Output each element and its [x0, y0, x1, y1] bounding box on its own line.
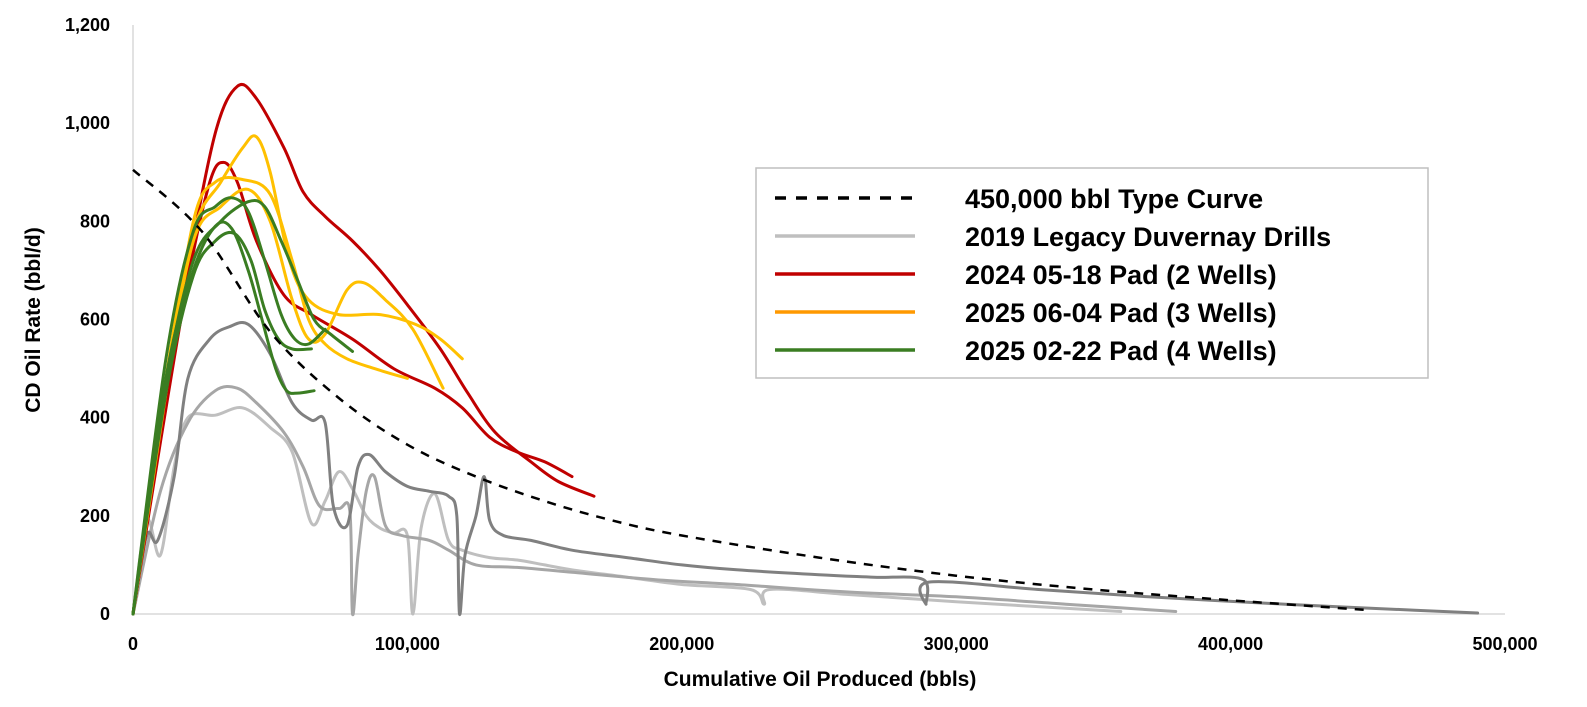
series-line-5 [131, 82, 596, 616]
series-layer [131, 82, 1480, 617]
series-line-6 [131, 175, 409, 616]
legend-label: 450,000 bbl Type Curve [965, 184, 1263, 214]
axes [132, 25, 1505, 615]
y-tick-label: 400 [80, 408, 110, 428]
y-tick-label: 0 [100, 604, 110, 624]
x-axis-title: Cumulative Oil Produced (bbls) [664, 668, 977, 691]
y-tick-label: 600 [80, 310, 110, 330]
x-tick-label: 200,000 [649, 634, 714, 654]
series-line-11 [131, 196, 327, 616]
series-line-0 [131, 406, 1123, 616]
series-line-1 [131, 385, 1178, 617]
tick-labels: 0 200 400 600 800 1,000 1,200 0 100,000 200,000 30… [65, 15, 1538, 654]
legend-label: 2025 02-22 Pad (4 Wells) [965, 336, 1277, 366]
series-line-10 [131, 230, 313, 616]
x-tick-label: 400,000 [1198, 634, 1263, 654]
series-line-3 [132, 168, 1368, 612]
legend-label: 2025 06-04 Pad (3 Wells) [965, 298, 1277, 328]
legend-label: 2024 05-18 Pad (2 Wells) [965, 260, 1277, 290]
legend: 450,000 bbl Type Curve 2019 Legacy Duvern… [755, 167, 1429, 379]
series-line-12 [131, 198, 354, 616]
series-line-2 [131, 321, 1480, 616]
x-tick-label: 100,000 [375, 634, 440, 654]
series-line-8 [131, 134, 464, 616]
y-tick-label: 1,200 [65, 15, 110, 35]
x-tick-label: 500,000 [1472, 634, 1537, 654]
x-tick-label: 300,000 [924, 634, 989, 654]
y-tick-label: 200 [80, 506, 110, 526]
y-tick-label: 800 [80, 211, 110, 231]
y-tick-label: 1,000 [65, 113, 110, 133]
y-axis-title: CD Oil Rate (bbl/d) [22, 227, 45, 413]
x-tick-label: 0 [128, 634, 138, 654]
legend-label: 2019 Legacy Duvernay Drills [965, 222, 1331, 252]
